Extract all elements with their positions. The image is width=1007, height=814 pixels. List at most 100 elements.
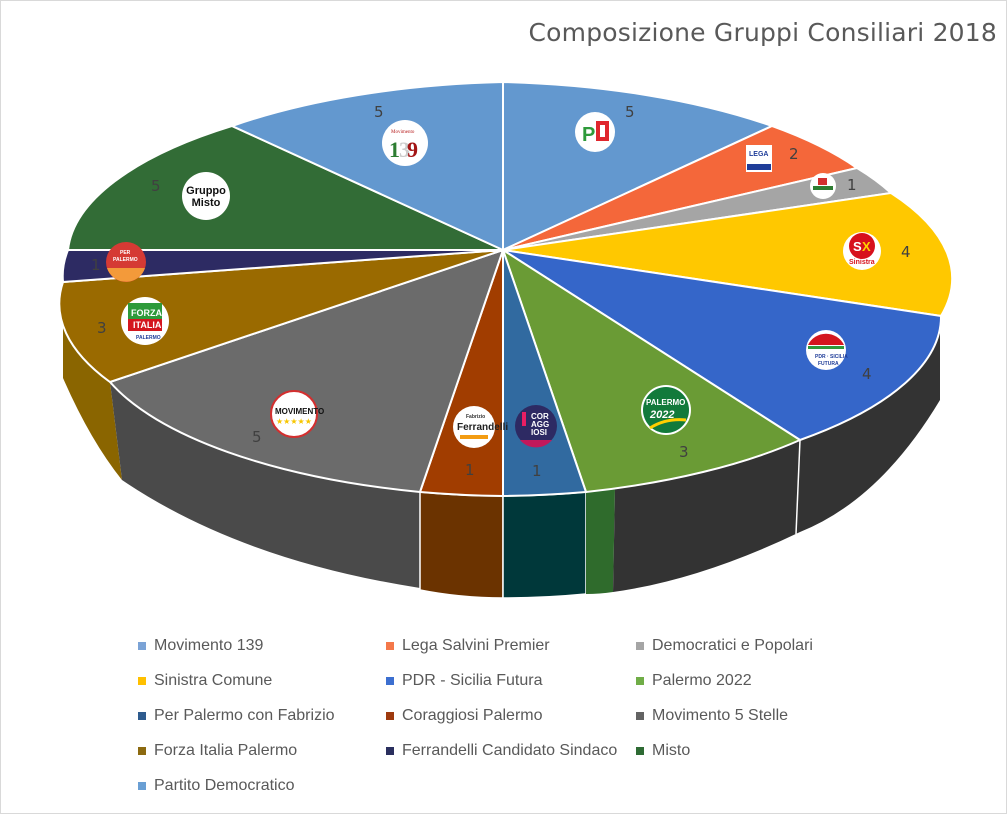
svg-text:Ferrandelli: Ferrandelli [457, 422, 508, 433]
legend-label: Per Palermo con Fabrizio [154, 707, 335, 724]
slice-movimento139[interactable] [231, 81, 504, 251]
legend-swatch [138, 712, 146, 720]
palermo2022-logo-icon: PALERMO 2022 [641, 385, 691, 435]
chart-legend: Movimento 139 Lega Salvini Premier Democ… [138, 636, 858, 796]
movimento139-logo-icon: Movimento 1 3 9 [382, 120, 428, 166]
legend-swatch [386, 747, 394, 755]
legend-item[interactable]: PDR - Sicilia Futura [386, 671, 636, 691]
lega-logo-icon: LEGA [746, 145, 772, 172]
svg-text:3: 3 [399, 137, 410, 162]
svg-text:AGG: AGG [531, 420, 549, 429]
legend-item[interactable]: Palermo 2022 [636, 671, 858, 691]
svg-text:LEGA: LEGA [749, 151, 768, 158]
svg-text:ITALIA: ITALIA [133, 320, 162, 330]
side-palermo2022 [586, 489, 615, 594]
label-movimento139: 5 [374, 103, 384, 121]
legend-item[interactable]: Per Palermo con Fabrizio [138, 706, 386, 726]
legend-swatch [636, 712, 644, 720]
m5s-logo-icon: MOVIMENTO ★★★★★ [270, 390, 324, 438]
dem-pop-logo-icon [810, 173, 836, 199]
label-partito-democratico: 5 [625, 103, 635, 121]
legend-item[interactable]: Movimento 139 [138, 636, 386, 656]
legend-swatch [636, 677, 644, 685]
svg-text:Fabrizio: Fabrizio [466, 414, 485, 420]
svg-text:FUTURA: FUTURA [818, 361, 839, 367]
slice-m5s[interactable] [109, 249, 504, 493]
legend-label: Misto [652, 742, 691, 759]
sinistra-comune-logo-icon: S X Sinistra [843, 232, 881, 270]
svg-text:Movimento: Movimento [391, 130, 415, 135]
svg-text:X: X [862, 239, 871, 254]
legend-label: Lega Salvini Premier [402, 637, 550, 654]
legend-item[interactable]: Democratici e Popolari [636, 636, 858, 656]
legend-label: Sinistra Comune [154, 672, 273, 689]
svg-text:P: P [582, 124, 595, 146]
legend-label: Democratici e Popolari [652, 637, 813, 654]
side-dark-right [613, 316, 940, 592]
slice-partito-democratico[interactable] [502, 81, 773, 251]
svg-text:★★★★★: ★★★★★ [276, 417, 312, 426]
legend-swatch [636, 642, 644, 650]
legend-label: Coraggiosi Palermo [402, 707, 543, 724]
svg-text:Misto: Misto [192, 197, 221, 209]
svg-text:S: S [853, 239, 862, 254]
forza-italia-logo-icon: FORZA ITALIA PALERMO [121, 297, 169, 345]
svg-text:Sinistra: Sinistra [849, 259, 875, 266]
legend-swatch [386, 677, 394, 685]
svg-text:9: 9 [407, 137, 418, 162]
svg-text:Gruppo: Gruppo [186, 185, 226, 197]
label-per-palermo: 1 [532, 462, 542, 480]
chart-title: Composizione Gruppi Consiliari 2018 [528, 18, 997, 47]
svg-text:PALERMO: PALERMO [113, 257, 138, 263]
side-per-palermo [502, 491, 587, 599]
legend-swatch [138, 782, 146, 790]
per-palermo-logo-icon: PER PALERMO [106, 242, 146, 282]
slice-forza-italia[interactable] [58, 249, 504, 383]
svg-text:COR: COR [531, 412, 549, 421]
svg-text:PALERMO: PALERMO [646, 398, 685, 407]
legend-label: Movimento 5 Stelle [652, 707, 789, 724]
side-coraggiosi [419, 491, 504, 599]
gruppo-misto-logo-icon: Gruppo Misto [182, 172, 230, 220]
coraggiosi-logo-icon: COR AGG IOSI [515, 405, 557, 448]
ferrandelli-logo-icon: Fabrizio Ferrandelli [453, 406, 508, 448]
pie-chart-3d: 5 2 1 4 4 3 1 1 5 3 1 5 5 P LEGA [58, 81, 954, 599]
party-logos: P LEGA S X Sinistra PDR · [106, 112, 881, 448]
legend-item[interactable]: Misto [636, 741, 858, 761]
label-misto: 5 [151, 177, 161, 195]
label-sinistra: 4 [901, 243, 911, 261]
data-labels: 5 2 1 4 4 3 1 1 5 3 1 5 5 [91, 103, 911, 480]
label-forza-italia: 3 [97, 319, 107, 337]
legend-item[interactable]: Ferrandelli Candidato Sindaco [386, 741, 636, 761]
slice-palermo2022[interactable] [502, 249, 801, 493]
legend-swatch [636, 747, 644, 755]
svg-text:MOVIMENTO: MOVIMENTO [275, 407, 324, 416]
svg-text:2022: 2022 [649, 409, 674, 421]
label-coraggiosi: 1 [465, 461, 475, 479]
slice-misto[interactable] [67, 125, 504, 251]
pdr-logo-icon: PDR · SICILIA FUTURA [806, 330, 848, 370]
label-palermo2022: 3 [679, 443, 689, 461]
svg-text:PALERMO: PALERMO [136, 335, 161, 341]
label-lega: 2 [789, 145, 799, 163]
legend-item[interactable]: Forza Italia Palermo [138, 741, 386, 761]
legend-item[interactable]: Movimento 5 Stelle [636, 706, 858, 726]
pie-top [58, 81, 954, 497]
legend-item[interactable]: Lega Salvini Premier [386, 636, 636, 656]
svg-text:FORZA: FORZA [131, 308, 162, 318]
legend-swatch [138, 677, 146, 685]
legend-label: Palermo 2022 [652, 672, 752, 689]
slice-sinistra-comune[interactable] [502, 192, 954, 317]
legend-swatch [386, 642, 394, 650]
label-ferrandelli: 1 [91, 256, 101, 274]
label-pdr: 4 [862, 365, 872, 383]
legend-label: Movimento 139 [154, 637, 264, 654]
svg-text:PDR · SICILIA: PDR · SICILIA [815, 354, 848, 360]
legend-label: Ferrandelli Candidato Sindaco [402, 742, 618, 759]
label-dem-pop: 1 [847, 176, 857, 194]
legend-item[interactable]: Sinistra Comune [138, 671, 386, 691]
legend-item[interactable]: Partito Democratico [138, 776, 386, 796]
legend-swatch [138, 642, 146, 650]
legend-item[interactable]: Coraggiosi Palermo [386, 706, 636, 726]
slice-pdr[interactable] [502, 249, 943, 441]
